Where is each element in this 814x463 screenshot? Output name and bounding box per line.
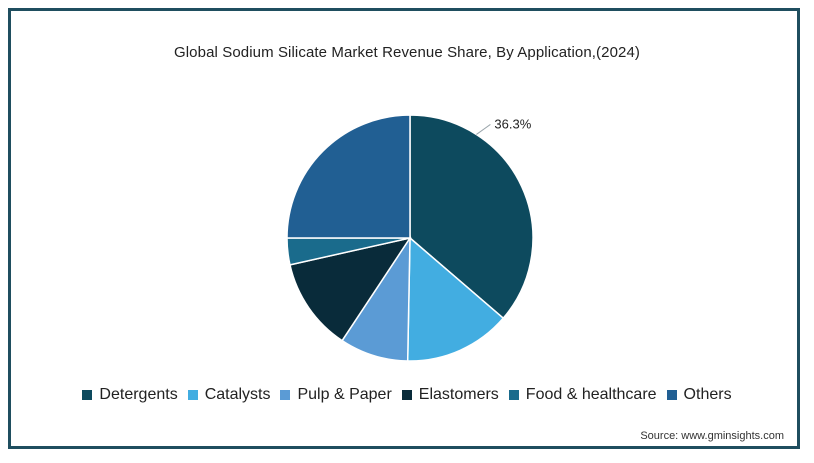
legend-label: Others [683,386,732,403]
legend-item: Pulp & Paper [280,386,392,404]
source-note: Source: www.gminsights.com [640,430,784,442]
legend-item: Elastomers [401,386,499,404]
pie-slice-elastomers [289,236,412,342]
pie-slice-catalysts [406,236,505,362]
legend-swatch [82,390,93,400]
legend: Detergents Catalysts Pulp & Paper Elastomer… [0,386,814,404]
legend-label: Food & healthcare [525,386,657,403]
pie-slice-others [286,114,411,239]
legend-swatch [401,390,412,400]
legend-label: Detergents [99,386,178,403]
legend-label: Pulp & Paper [297,386,392,403]
legend-item: Catalysts [187,386,271,404]
legend-swatch [187,390,198,400]
data-label: 36.3% [494,116,531,131]
legend-item: Others [666,386,732,404]
legend-item: Food & healthcare [508,386,657,404]
data-label-leader-line [476,124,491,135]
legend-label: Elastomers [418,386,499,403]
pie-slice-detergents [409,114,534,320]
legend-swatch [280,390,291,400]
legend-label: Catalysts [204,386,271,403]
legend-swatch [666,390,677,400]
chart-title: Global Sodium Silicate Market Revenue Sh… [173,44,640,61]
legend-swatch [508,390,519,400]
legend-item: Detergents [82,386,178,404]
